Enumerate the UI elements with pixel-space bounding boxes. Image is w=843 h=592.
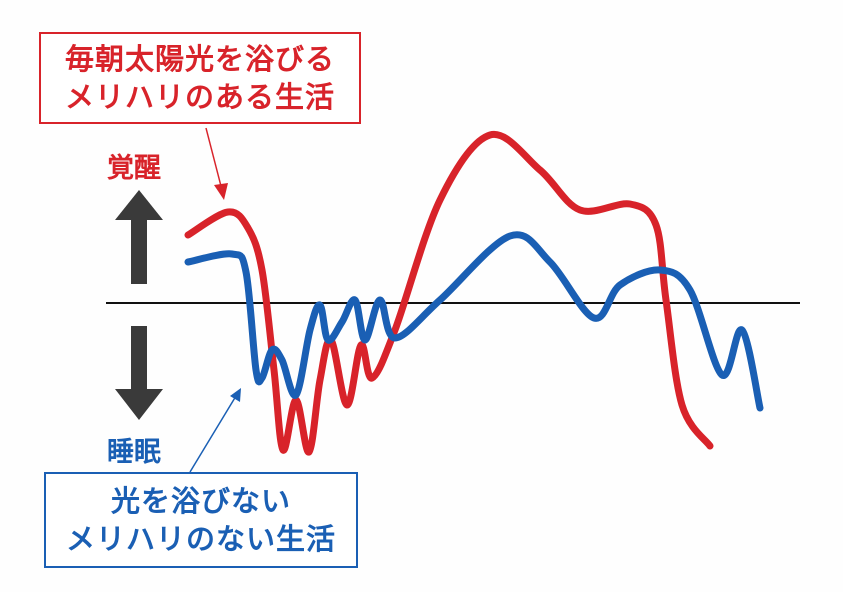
red-callout-line2: メリハリのある生活 bbox=[64, 80, 335, 114]
down-arrow-icon bbox=[115, 326, 163, 420]
red-callout: 毎朝太陽光を浴びる メリハリのある生活 bbox=[39, 32, 361, 124]
blue-callout-line1: 光を浴びない bbox=[110, 484, 291, 518]
sleep-label: 睡眠 bbox=[107, 437, 161, 468]
up-arrow-icon bbox=[115, 190, 163, 284]
awake-label: 覚醒 bbox=[107, 153, 161, 184]
red-callout-line1: 毎朝太陽光を浴びる bbox=[64, 42, 335, 76]
blue-curve bbox=[184, 231, 764, 412]
blue-callout: 光を浴びない メリハリのない生活 bbox=[44, 472, 358, 568]
red-pointer-arrow bbox=[205, 127, 228, 200]
blue-callout-line2: メリハリのない生活 bbox=[65, 522, 336, 556]
blue-pointer-arrow bbox=[189, 388, 241, 473]
